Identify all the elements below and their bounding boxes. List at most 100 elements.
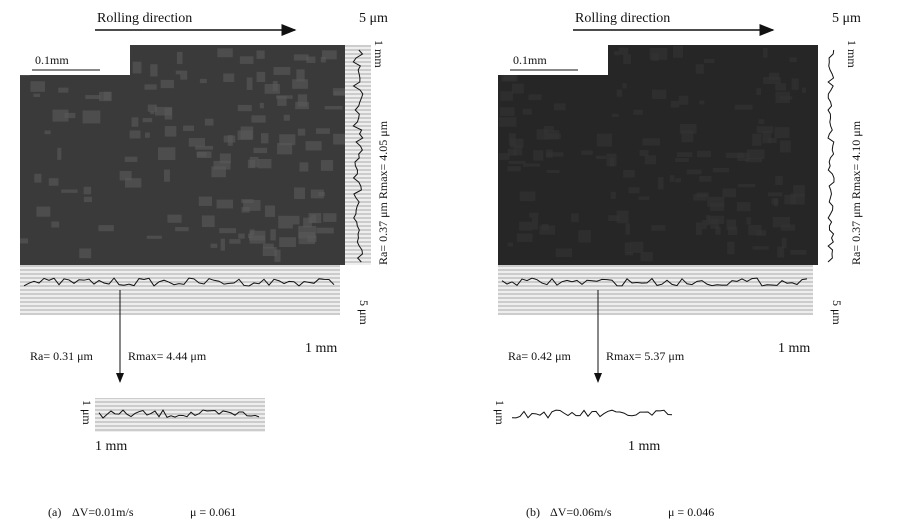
texture <box>686 169 702 175</box>
texture <box>180 70 188 80</box>
texture <box>243 199 261 211</box>
texture <box>508 133 516 146</box>
texture <box>498 117 517 127</box>
texture <box>83 186 92 195</box>
texture <box>779 140 791 153</box>
texture <box>710 219 719 229</box>
texture <box>726 219 737 231</box>
texture <box>85 95 101 100</box>
texture <box>624 242 631 253</box>
texture <box>675 158 689 162</box>
right-profile <box>352 49 364 263</box>
texture <box>308 213 322 224</box>
texture <box>323 213 337 222</box>
texture <box>752 133 762 146</box>
texture <box>608 215 620 221</box>
texture <box>270 229 276 241</box>
texture <box>595 155 607 159</box>
texture <box>163 169 170 182</box>
texture <box>264 83 280 94</box>
texture <box>249 235 266 241</box>
detail-strip <box>508 398 678 432</box>
texture <box>241 199 254 204</box>
texture <box>722 188 737 198</box>
texture <box>247 159 256 169</box>
bottom-ra: Ra= 0.42 μm <box>508 349 572 363</box>
texture <box>201 215 215 228</box>
texture <box>119 171 132 181</box>
texture <box>167 214 182 223</box>
texture <box>756 126 774 133</box>
texture <box>681 130 694 143</box>
texture <box>762 130 772 144</box>
bottom-ra: Ra= 0.31 μm <box>30 349 94 363</box>
texture <box>775 175 783 186</box>
texture <box>251 115 266 123</box>
bottom-height-scale: 5 μm <box>357 300 371 325</box>
texture <box>219 228 237 234</box>
texture <box>30 81 46 92</box>
texture <box>781 237 787 249</box>
texture <box>48 178 59 186</box>
texture <box>256 71 266 83</box>
texture <box>175 227 189 232</box>
texture <box>756 88 762 96</box>
texture <box>204 118 214 126</box>
texture <box>508 160 526 164</box>
texture <box>516 233 533 242</box>
texture <box>679 123 697 134</box>
texture <box>763 47 768 58</box>
texture <box>142 117 153 123</box>
texture <box>610 191 616 199</box>
texture <box>276 95 293 99</box>
texture <box>793 185 805 197</box>
texture <box>623 169 635 178</box>
texture <box>767 137 777 143</box>
texture <box>616 210 629 224</box>
texture <box>82 110 101 124</box>
texture <box>777 246 785 258</box>
texture <box>507 242 513 247</box>
texture <box>528 94 542 101</box>
texture <box>239 56 254 64</box>
texture <box>701 220 707 230</box>
texture <box>315 128 330 134</box>
texture <box>541 223 549 231</box>
texture <box>175 70 181 75</box>
texture <box>695 222 702 236</box>
rolling-direction: Rolling direction <box>575 11 670 26</box>
texture <box>611 113 619 117</box>
texture <box>675 178 682 183</box>
texture <box>223 135 236 143</box>
texture <box>293 54 309 61</box>
texture <box>257 158 272 169</box>
texture <box>507 166 521 172</box>
texture <box>20 238 29 244</box>
texture <box>292 215 300 225</box>
right-roughness: Ra= 0.37 μm Rmax= 4.05 μm <box>376 120 390 265</box>
bottom-length-scale: 1 mm <box>778 341 810 356</box>
scale-bar-label: 0.1mm <box>35 53 69 67</box>
detail-height-scale: 1 μm <box>80 400 94 425</box>
texture <box>784 194 797 205</box>
texture <box>513 145 523 156</box>
texture <box>129 130 141 139</box>
texture <box>324 106 343 110</box>
texture <box>644 155 656 165</box>
texture <box>746 149 765 160</box>
texture <box>623 54 632 65</box>
texture <box>695 64 704 74</box>
texture <box>500 91 513 101</box>
texture <box>629 241 644 253</box>
texture <box>639 149 649 157</box>
texture <box>704 59 715 64</box>
texture <box>670 100 680 108</box>
texture <box>546 149 553 158</box>
texture <box>199 78 207 84</box>
right-height-scale: 5 μm <box>832 11 861 26</box>
scale-bar-label: 0.1mm <box>513 53 547 67</box>
texture <box>146 235 162 239</box>
texture <box>195 145 214 150</box>
texture <box>64 112 76 119</box>
texture <box>333 133 347 145</box>
